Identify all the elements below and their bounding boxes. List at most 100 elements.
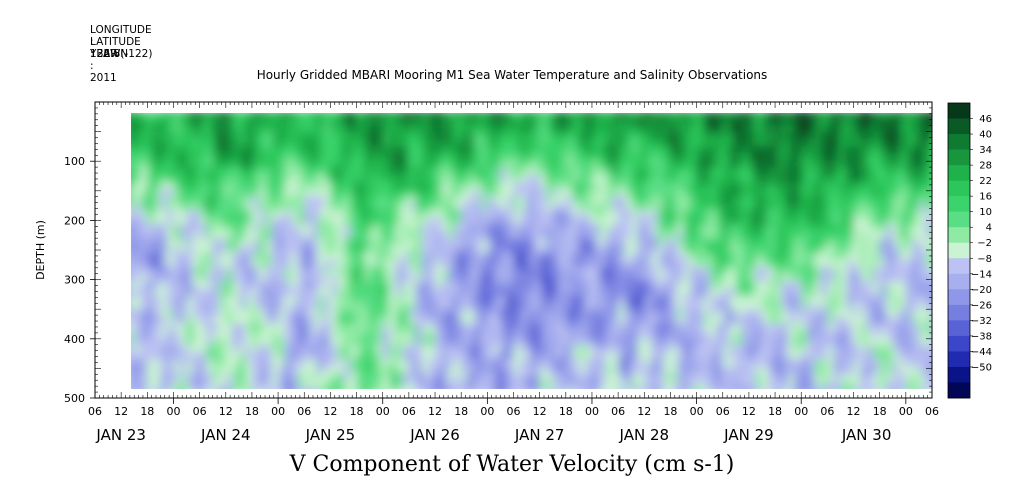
field-cell [709, 139, 717, 148]
field-cell [500, 352, 508, 361]
field-cell [500, 345, 508, 354]
field-cell [905, 203, 914, 212]
field-cell [356, 189, 364, 197]
field-cell [762, 324, 770, 332]
field-cell [670, 352, 678, 361]
field-cell [507, 387, 515, 389]
field-cell [526, 267, 534, 276]
field-cell [546, 125, 554, 133]
field-cell [925, 295, 932, 304]
field-cell [657, 359, 665, 368]
field-cell [533, 253, 541, 261]
field-cell [526, 203, 534, 212]
field-cell [317, 196, 325, 204]
field-cell [134, 338, 142, 347]
field-cell [131, 288, 135, 297]
field-cell [847, 181, 855, 190]
field-cell [304, 174, 312, 183]
field-cell [703, 359, 711, 368]
field-cell [461, 238, 469, 247]
field-cell [932, 196, 939, 204]
field-cell [748, 245, 757, 254]
field-cell [663, 352, 672, 361]
field-cell [271, 387, 279, 389]
field-cell [140, 174, 149, 183]
field-cell [729, 253, 737, 261]
field-cell [801, 359, 809, 368]
field-cell [513, 359, 521, 368]
field-cell [166, 316, 175, 325]
field-cell [598, 210, 606, 219]
field-cell [559, 189, 567, 197]
field-cell [690, 113, 698, 119]
field-cell [134, 352, 142, 361]
field-cell [330, 153, 338, 162]
field-cell [435, 160, 443, 169]
field-cell [722, 160, 731, 169]
field-cell [131, 196, 135, 204]
field-cell [186, 174, 194, 183]
field-cell [912, 324, 920, 332]
field-cell [801, 331, 809, 339]
field-cell [219, 331, 227, 339]
field-cell [206, 113, 214, 119]
field-cell [729, 288, 737, 297]
field-cell [304, 196, 312, 204]
field-cell [768, 274, 776, 283]
field-cell [631, 338, 639, 347]
field-cell [866, 324, 874, 332]
field-cell [932, 203, 939, 211]
field-cell [291, 245, 299, 254]
field-cell [618, 132, 626, 141]
field-cell [147, 373, 155, 382]
field-cell [350, 352, 358, 361]
field-cell [513, 309, 521, 318]
field-cell [853, 260, 861, 268]
field-cell [350, 224, 358, 233]
field-cell [225, 345, 234, 354]
field-cell [487, 366, 495, 375]
field-cell [879, 245, 887, 254]
field-cell [251, 125, 260, 133]
field-cell [722, 352, 731, 361]
field-cell [742, 146, 750, 155]
field-cell [801, 366, 809, 375]
field-cell [899, 316, 907, 325]
field-cell [912, 245, 920, 254]
field-cell [827, 245, 835, 254]
field-cell [886, 281, 894, 290]
field-cell [422, 167, 430, 176]
field-cell [526, 309, 534, 318]
field-cell [369, 160, 377, 169]
field-cell [219, 288, 227, 297]
field-cell [552, 295, 560, 304]
field-cell [592, 139, 600, 148]
field-cell [448, 210, 456, 219]
field-cell [323, 309, 332, 318]
field-cell [487, 146, 495, 155]
field-cell [435, 302, 443, 311]
field-cell [251, 345, 260, 354]
field-cell [382, 132, 390, 141]
field-cell [131, 373, 135, 382]
field-cell [611, 380, 619, 389]
field-cell [480, 174, 489, 183]
field-cell [415, 309, 423, 318]
field-cell [788, 316, 796, 325]
field-cell [912, 238, 920, 247]
field-cell [147, 245, 155, 254]
field-cell [775, 345, 783, 354]
field-cell [356, 281, 364, 290]
field-cell [794, 302, 802, 311]
field-cell [552, 352, 560, 361]
field-cell [258, 167, 266, 176]
field-cell [219, 281, 227, 290]
field-cell [219, 139, 227, 148]
field-cell [886, 224, 894, 233]
field-cell [807, 302, 816, 311]
field-cell [853, 146, 861, 155]
field-cell [618, 139, 626, 148]
field-cell [193, 281, 201, 290]
field-cell [415, 217, 423, 226]
field-cell [258, 174, 266, 183]
